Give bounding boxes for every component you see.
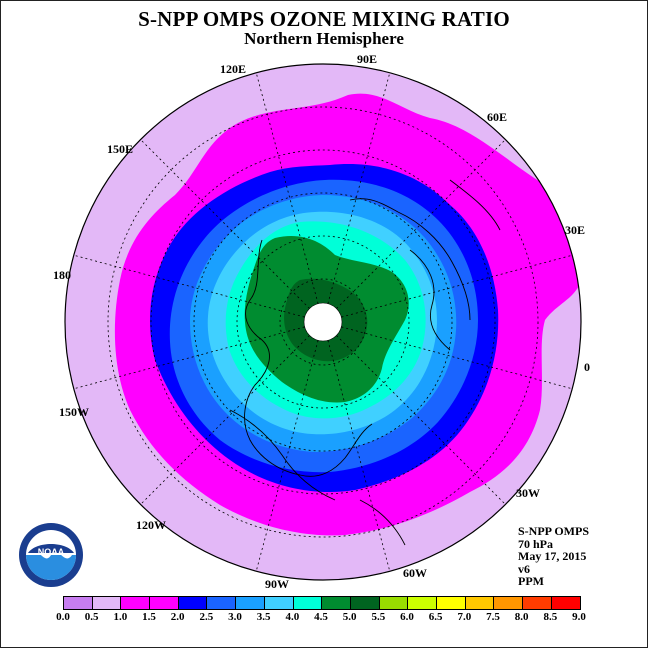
- lon-label-90e: 90E: [357, 52, 378, 66]
- lon-label-120w: 120W: [136, 518, 166, 532]
- lon-label-0: 0: [584, 360, 590, 374]
- colorbar-swatch: [494, 597, 523, 609]
- info-level: 70 hPa: [518, 536, 554, 551]
- info-version: v6: [518, 561, 530, 576]
- info-date: May 17, 2015: [518, 549, 587, 563]
- colorbar-ticks: 0.0 0.5 1.0 1.5 2.0 2.5 3.0 3.5 4.0 4.5 5.0 5.5 6.0 6…: [56, 611, 586, 625]
- colorbar-tick-label: 6.0: [400, 611, 414, 623]
- colorbar-swatch: [207, 597, 237, 609]
- pole-no-data: [303, 302, 343, 342]
- colorbar-tick-label: 2.0: [170, 611, 185, 623]
- coastlines: [229, 179, 501, 546]
- colorbar-tick-label: 6.5: [428, 611, 443, 623]
- colorbar-tick-label: 2.5: [199, 611, 214, 623]
- colorbar-tick-label: 5.5: [371, 611, 386, 623]
- map-subtitle: Northern Hemisphere: [244, 29, 404, 48]
- colorbar-tick-label: 5.0: [342, 611, 357, 623]
- map-title: S-NPP OMPS OZONE MIXING RATIO: [138, 7, 510, 31]
- info-units: PPM: [518, 574, 544, 588]
- colorbar-swatch: [436, 597, 466, 609]
- colorbar-tick-label: 7.5: [486, 611, 500, 623]
- product-info: S-NPP OMPS 70 hPa May 17, 2015 v6 PPM: [518, 525, 589, 588]
- map-boundary: [64, 63, 582, 581]
- colorbar-tick-label: 8.5: [543, 611, 558, 623]
- colorbar-swatch: [523, 597, 552, 609]
- colorbar-swatch: [408, 597, 437, 609]
- colorbar-tick-label: 8.0: [514, 611, 529, 623]
- colorbar-tick-label: 1.0: [113, 611, 128, 623]
- noaa-logo-icon: NOAA: [19, 523, 83, 587]
- colorbar-swatch: [121, 597, 151, 609]
- lon-label-120e: 120E: [220, 62, 247, 76]
- colorbar-tick-label: 1.5: [142, 611, 156, 623]
- noaa-logo-text: NOAA: [38, 547, 65, 557]
- lon-label-150e: 150E: [107, 142, 134, 156]
- colorbar-swatch: [293, 597, 323, 609]
- lon-label-150w: 150W: [59, 405, 89, 419]
- latitude-circles: [107, 106, 539, 538]
- colorbar-swatch: [64, 597, 93, 609]
- colorbar-tick-label: 3.5: [256, 611, 271, 623]
- colorbar-tick-label: 9.0: [572, 611, 586, 623]
- lon-label-90w: 90W: [265, 577, 289, 591]
- colorbar-tick-label: 0.5: [84, 611, 99, 623]
- colorbar: [63, 596, 582, 610]
- lon-label-180: 180: [53, 268, 71, 282]
- colorbar-tick-label: 4.0: [285, 611, 300, 623]
- colorbar-swatch: [465, 597, 495, 609]
- info-instrument: S-NPP OMPS: [518, 524, 589, 538]
- colorbar-swatch: [379, 597, 409, 609]
- colorbar-swatch: [322, 597, 351, 609]
- colorbar-swatch: [551, 597, 581, 609]
- colorbar-swatch: [350, 597, 380, 609]
- colorbar-swatch: [264, 597, 294, 609]
- lon-label-60e: 60E: [487, 110, 508, 124]
- colorbar-swatch: [92, 597, 122, 609]
- lon-label-30w: 30W: [516, 486, 540, 500]
- colorbar-tick-label: 7.0: [457, 611, 472, 623]
- lon-label-60w: 60W: [403, 566, 427, 580]
- lon-label-30e: 30E: [565, 223, 586, 237]
- colorbar-swatch: [150, 597, 179, 609]
- colorbar-tick-label: 4.5: [314, 611, 328, 623]
- colorbar-swatch: [178, 597, 208, 609]
- colorbar-tick-label: 3.0: [228, 611, 242, 623]
- colorbar-tick-label: 0.0: [56, 611, 70, 623]
- colorbar-swatch: [236, 597, 265, 609]
